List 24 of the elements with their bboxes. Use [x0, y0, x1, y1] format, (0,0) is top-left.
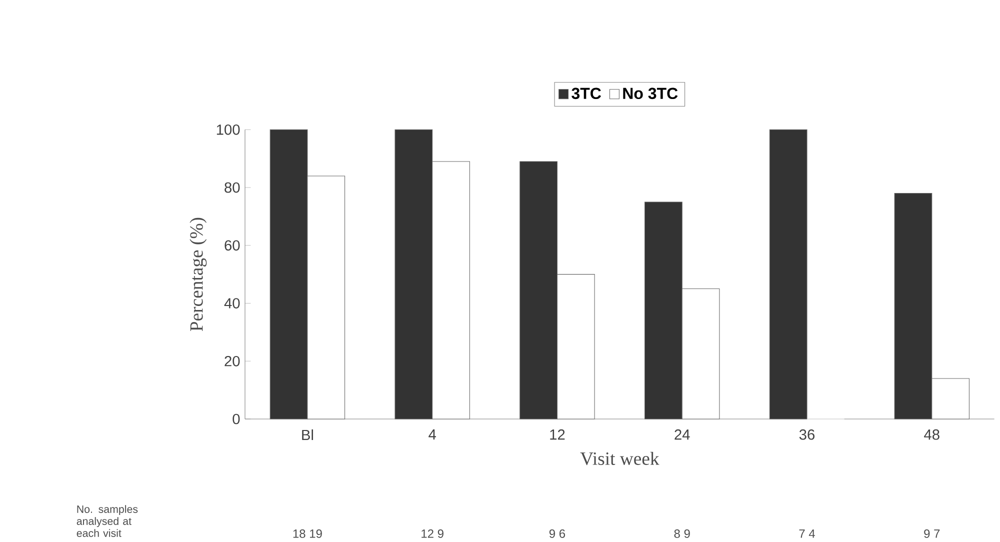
- y-tick-label: 100: [216, 124, 240, 135]
- x-tick-label: 24: [674, 429, 690, 440]
- y-tick-label: 0: [232, 414, 240, 424]
- y-tick-label: 80: [224, 182, 240, 193]
- x-tick-label: 48: [924, 429, 940, 440]
- text: 9 6: [549, 529, 566, 538]
- legend-label: 3TC: [572, 88, 602, 99]
- text: 12 9: [422, 529, 444, 538]
- x-axis-title: Visit week: [580, 452, 660, 465]
- legend-label: No 3TC: [623, 88, 678, 99]
- text: 8 9: [674, 529, 690, 538]
- x-tick-label: 4: [428, 429, 436, 440]
- text: 7 4: [799, 529, 815, 538]
- y-tick-label: 40: [224, 298, 240, 308]
- x-tick-label: 12: [550, 429, 565, 440]
- text: No. samples analysed at each visit: [76, 504, 138, 537]
- x-tick-label: Bl: [302, 429, 313, 440]
- text: 18 19: [293, 529, 322, 538]
- y-tick-label: 20: [224, 356, 240, 366]
- x-tick-label: 36: [799, 429, 814, 440]
- y-axis-title: Percentage (%): [190, 218, 207, 331]
- bar: [769, 129, 808, 420]
- y-tick-label: 60: [224, 240, 240, 250]
- text: 9 7: [924, 529, 940, 538]
